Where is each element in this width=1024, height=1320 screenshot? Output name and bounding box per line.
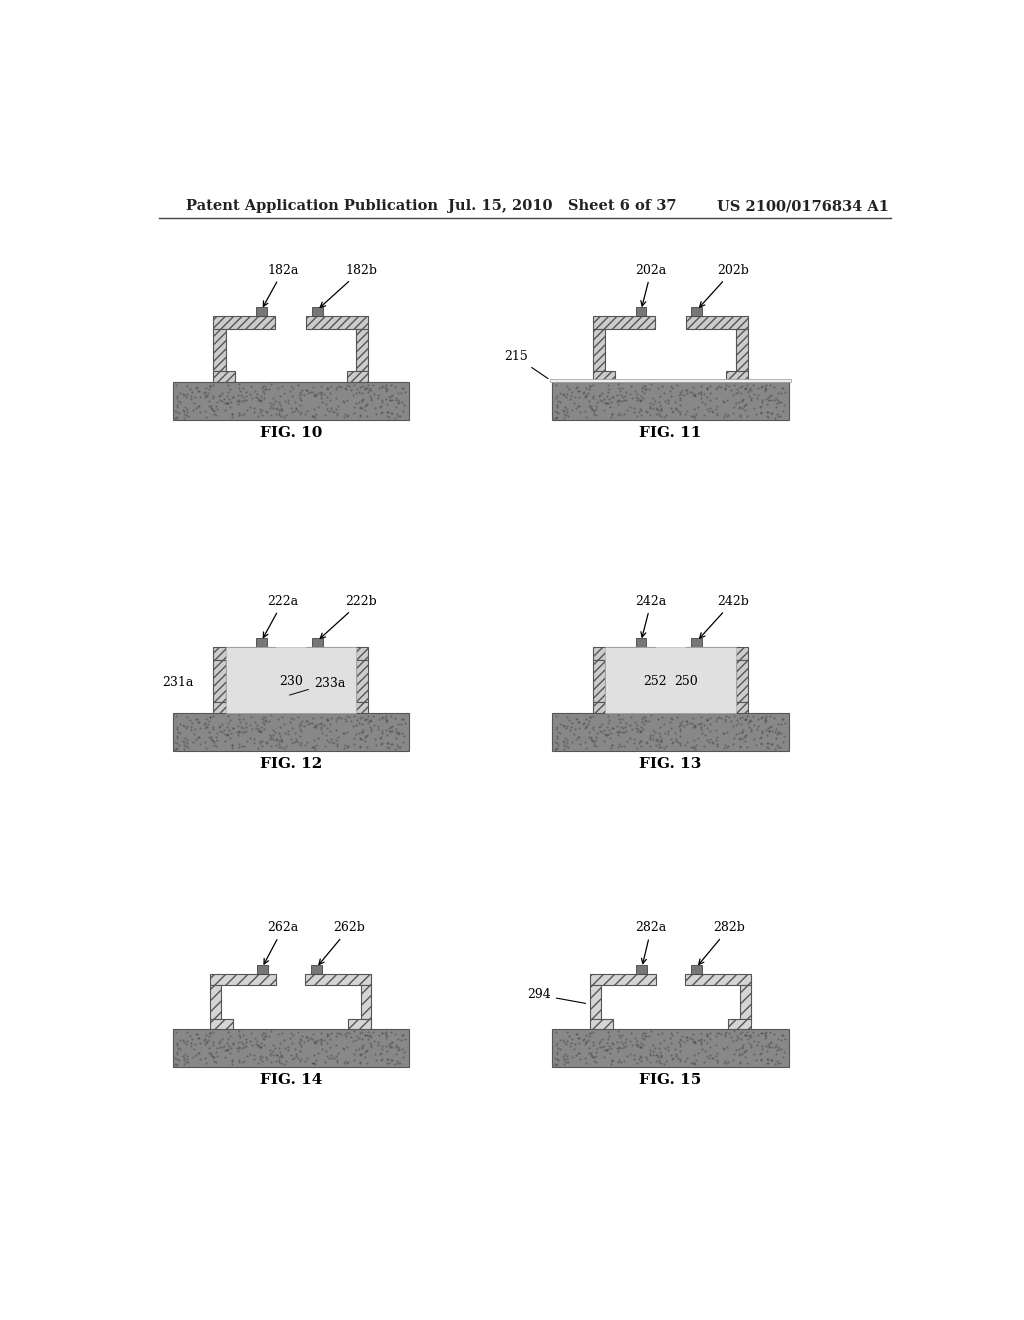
Text: FIG. 11: FIG. 11	[639, 426, 701, 440]
Bar	[213, 660, 225, 702]
Text: FIG. 14: FIG. 14	[259, 1073, 322, 1086]
Text: FIG. 10: FIG. 10	[259, 426, 322, 440]
Bar	[686, 647, 748, 660]
Text: 222b: 222b	[321, 595, 377, 639]
Bar	[213, 371, 234, 381]
Text: FIG. 15: FIG. 15	[639, 1073, 701, 1086]
Text: 262b: 262b	[319, 921, 366, 965]
Text: 262a: 262a	[264, 921, 299, 964]
Bar	[346, 702, 369, 713]
Bar	[636, 965, 647, 974]
Bar	[213, 317, 275, 329]
Text: 215: 215	[504, 350, 548, 379]
Bar	[213, 647, 275, 660]
Bar	[735, 660, 748, 702]
Bar	[552, 1028, 788, 1067]
Text: 230: 230	[279, 675, 303, 688]
Bar	[225, 647, 356, 713]
Bar	[311, 965, 322, 974]
Text: FIG. 12: FIG. 12	[260, 758, 322, 771]
Bar	[691, 308, 702, 317]
Bar	[256, 638, 266, 647]
Bar	[590, 974, 655, 985]
Bar	[173, 713, 409, 751]
Bar	[740, 985, 751, 1019]
Text: 282a: 282a	[636, 921, 667, 964]
Bar	[256, 308, 266, 317]
Bar	[590, 985, 601, 1019]
Bar	[685, 974, 751, 985]
Bar	[552, 713, 788, 751]
Text: 182a: 182a	[263, 264, 299, 306]
Bar	[346, 371, 369, 381]
Text: US 2100/0176834 A1: US 2100/0176834 A1	[717, 199, 889, 213]
Bar	[306, 317, 369, 329]
Bar	[356, 329, 369, 371]
Bar	[636, 638, 646, 647]
Bar	[305, 974, 372, 985]
Bar	[593, 660, 605, 702]
Bar	[726, 371, 748, 381]
Bar	[173, 381, 409, 420]
Bar	[311, 638, 323, 647]
Text: 242b: 242b	[699, 595, 749, 638]
Bar	[728, 1019, 751, 1028]
Bar	[356, 660, 369, 702]
Bar	[593, 371, 614, 381]
Bar	[691, 638, 702, 647]
Bar	[726, 702, 748, 713]
Bar	[690, 965, 701, 974]
Bar	[552, 381, 788, 420]
Text: FIG. 13: FIG. 13	[639, 758, 701, 771]
Bar	[686, 317, 748, 329]
Bar	[593, 647, 655, 660]
Bar	[348, 1019, 372, 1028]
Bar	[593, 702, 614, 713]
Bar	[360, 985, 372, 1019]
Bar	[213, 702, 234, 713]
Bar	[213, 329, 225, 371]
Text: 242a: 242a	[636, 595, 667, 638]
Text: 282b: 282b	[698, 921, 745, 965]
Text: 233a: 233a	[290, 677, 345, 696]
Bar	[210, 974, 276, 985]
Bar	[590, 1019, 613, 1028]
Bar	[605, 647, 735, 713]
Text: 231a: 231a	[163, 676, 194, 689]
Bar	[173, 1028, 409, 1067]
Bar	[311, 308, 323, 317]
Bar	[735, 329, 748, 371]
Bar	[636, 308, 646, 317]
Text: 202a: 202a	[636, 264, 667, 306]
Text: 182b: 182b	[321, 264, 377, 308]
Text: 294: 294	[527, 989, 586, 1003]
Text: 202b: 202b	[699, 264, 749, 308]
Text: 250: 250	[674, 675, 698, 688]
Bar	[210, 985, 221, 1019]
Bar	[593, 317, 655, 329]
Text: 222a: 222a	[263, 595, 299, 638]
Bar	[257, 965, 267, 974]
Text: 252: 252	[643, 675, 667, 688]
Text: Jul. 15, 2010   Sheet 6 of 37: Jul. 15, 2010 Sheet 6 of 37	[449, 199, 677, 213]
Bar	[210, 1019, 233, 1028]
Bar	[593, 329, 605, 371]
Text: Patent Application Publication: Patent Application Publication	[186, 199, 438, 213]
Bar	[550, 379, 791, 381]
Bar	[306, 647, 369, 660]
